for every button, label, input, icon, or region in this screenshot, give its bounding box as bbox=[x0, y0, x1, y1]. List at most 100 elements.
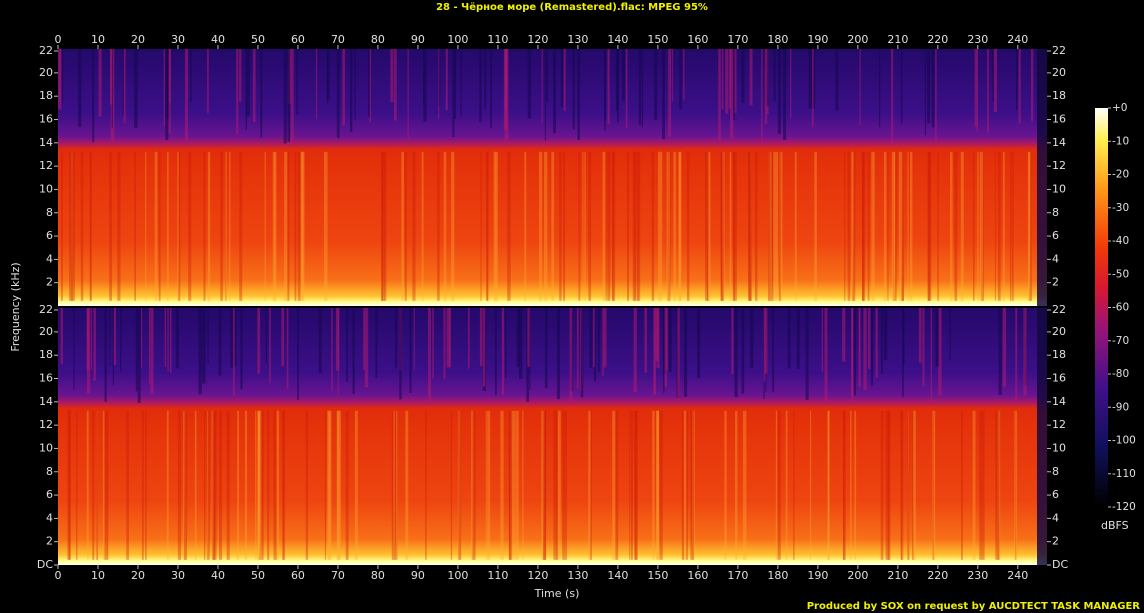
y-tick-label: 6 bbox=[46, 488, 53, 501]
texture bbox=[487, 410, 491, 560]
x-tick-label: 160 bbox=[687, 569, 708, 582]
texture bbox=[78, 49, 82, 127]
x-tick-label: 160 bbox=[687, 33, 708, 46]
texture bbox=[96, 410, 98, 560]
texture bbox=[559, 151, 562, 301]
texture bbox=[287, 49, 291, 142]
texture bbox=[226, 410, 230, 560]
y-tick-label: 10 bbox=[1052, 182, 1066, 195]
colorbar-tick-label: -120 bbox=[1112, 501, 1136, 513]
texture bbox=[305, 410, 309, 560]
texture bbox=[981, 151, 985, 301]
texture bbox=[683, 308, 688, 397]
y-tick-label: 18 bbox=[1052, 348, 1066, 361]
texture bbox=[861, 151, 866, 301]
texture bbox=[267, 410, 270, 560]
texture bbox=[61, 151, 63, 301]
texture bbox=[485, 410, 487, 560]
x-tick-label: 10 bbox=[91, 569, 105, 582]
texture bbox=[257, 410, 261, 560]
texture bbox=[113, 49, 115, 142]
texture bbox=[454, 49, 457, 119]
texture bbox=[678, 151, 681, 301]
texture bbox=[93, 308, 96, 381]
texture bbox=[667, 151, 671, 301]
texture bbox=[607, 49, 610, 124]
texture bbox=[949, 151, 953, 301]
texture bbox=[177, 410, 182, 560]
texture bbox=[505, 308, 507, 379]
texture bbox=[569, 308, 573, 403]
x-tick-label: 180 bbox=[767, 569, 788, 582]
texture bbox=[111, 49, 113, 128]
texture bbox=[274, 151, 277, 301]
texture bbox=[508, 410, 513, 560]
y-tick-label: 12 bbox=[39, 159, 53, 172]
texture bbox=[827, 410, 830, 560]
texture bbox=[997, 151, 1001, 301]
texture bbox=[401, 151, 404, 301]
texture bbox=[92, 410, 95, 560]
texture bbox=[556, 308, 561, 400]
texture bbox=[557, 410, 561, 560]
texture bbox=[597, 308, 600, 373]
texture bbox=[593, 308, 595, 367]
texture bbox=[1002, 151, 1005, 301]
texture bbox=[871, 308, 874, 387]
texture bbox=[718, 49, 721, 142]
texture bbox=[1028, 151, 1031, 301]
texture bbox=[773, 49, 776, 102]
texture bbox=[794, 151, 797, 301]
texture bbox=[337, 410, 341, 560]
texture bbox=[909, 151, 913, 301]
texture bbox=[580, 308, 584, 398]
texture bbox=[901, 410, 904, 560]
texture bbox=[690, 410, 694, 560]
texture bbox=[638, 49, 642, 126]
y-tick-label: 10 bbox=[39, 182, 53, 195]
texture bbox=[685, 410, 688, 560]
texture bbox=[70, 151, 74, 301]
texture bbox=[164, 308, 167, 367]
texture bbox=[879, 49, 881, 128]
texture bbox=[301, 151, 305, 301]
x-tick-label: 60 bbox=[291, 569, 305, 582]
texture bbox=[615, 410, 619, 560]
texture bbox=[632, 151, 636, 301]
x-tick-label: 140 bbox=[607, 33, 628, 46]
texture bbox=[233, 308, 237, 367]
texture bbox=[635, 410, 638, 560]
x-tick-label: 120 bbox=[527, 33, 548, 46]
texture bbox=[787, 308, 791, 369]
texture bbox=[336, 49, 340, 139]
x-tick-label: 70 bbox=[331, 569, 345, 582]
texture bbox=[166, 410, 169, 560]
texture bbox=[612, 410, 616, 560]
texture bbox=[212, 410, 216, 560]
texture bbox=[468, 308, 470, 369]
texture bbox=[733, 49, 735, 120]
x-tick-label: 10 bbox=[91, 33, 105, 46]
texture bbox=[960, 151, 964, 301]
texture bbox=[336, 410, 338, 560]
y-tick-label: 2 bbox=[46, 535, 53, 548]
texture bbox=[885, 410, 889, 560]
texture bbox=[844, 151, 846, 301]
texture bbox=[423, 49, 427, 122]
texture bbox=[577, 49, 580, 141]
y-tick-label: 14 bbox=[39, 136, 53, 149]
texture bbox=[979, 410, 982, 560]
texture bbox=[901, 151, 904, 301]
texture bbox=[735, 410, 738, 560]
texture bbox=[775, 151, 779, 301]
texture bbox=[961, 410, 963, 560]
texture bbox=[720, 151, 724, 301]
texture bbox=[903, 308, 905, 365]
texture bbox=[198, 308, 202, 395]
texture bbox=[90, 151, 92, 301]
texture bbox=[510, 410, 512, 560]
texture bbox=[615, 49, 619, 111]
x-tick-label: 210 bbox=[887, 569, 908, 582]
texture bbox=[858, 308, 861, 386]
texture bbox=[337, 410, 340, 560]
